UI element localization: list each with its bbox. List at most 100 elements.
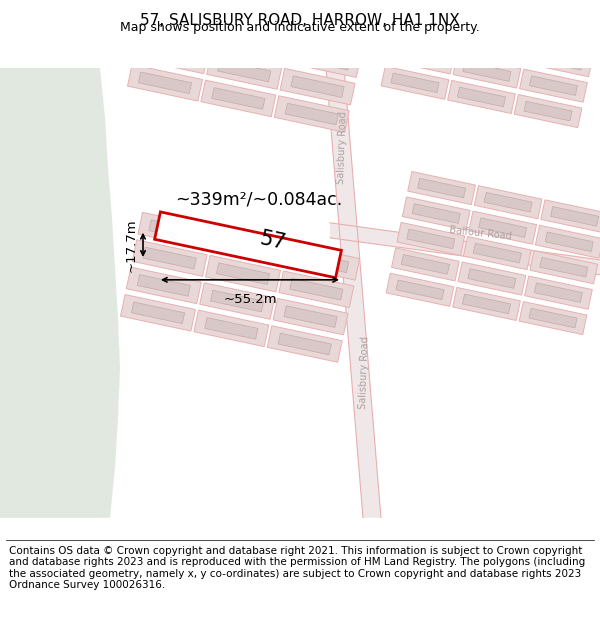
Polygon shape xyxy=(468,36,517,56)
Polygon shape xyxy=(330,222,600,275)
Polygon shape xyxy=(326,68,381,518)
Polygon shape xyxy=(132,240,207,276)
Text: ~55.2m: ~55.2m xyxy=(223,292,277,306)
Polygon shape xyxy=(291,76,344,98)
Polygon shape xyxy=(540,258,588,277)
Polygon shape xyxy=(524,276,592,309)
Polygon shape xyxy=(514,94,582,128)
Polygon shape xyxy=(397,48,445,67)
Polygon shape xyxy=(468,269,516,288)
Polygon shape xyxy=(520,69,587,102)
Text: Balfour Road: Balfour Road xyxy=(448,225,512,242)
Polygon shape xyxy=(223,33,277,54)
Polygon shape xyxy=(463,294,511,314)
Polygon shape xyxy=(530,251,598,284)
Polygon shape xyxy=(463,62,511,81)
Polygon shape xyxy=(121,294,196,331)
Polygon shape xyxy=(397,222,464,256)
Polygon shape xyxy=(535,225,600,258)
Polygon shape xyxy=(474,11,522,31)
Polygon shape xyxy=(530,18,598,51)
Polygon shape xyxy=(274,96,349,132)
Polygon shape xyxy=(396,280,444,299)
Polygon shape xyxy=(545,232,593,252)
Polygon shape xyxy=(535,51,583,70)
Text: Map shows position and indicative extent of the property.: Map shows position and indicative extent… xyxy=(120,21,480,34)
Polygon shape xyxy=(278,333,331,355)
Polygon shape xyxy=(453,55,521,88)
Polygon shape xyxy=(464,4,532,38)
Polygon shape xyxy=(279,271,354,308)
Polygon shape xyxy=(139,72,191,94)
Polygon shape xyxy=(407,0,455,16)
Polygon shape xyxy=(218,0,293,34)
Polygon shape xyxy=(524,101,572,121)
Polygon shape xyxy=(551,207,599,226)
Polygon shape xyxy=(308,0,362,15)
Polygon shape xyxy=(302,21,356,42)
Polygon shape xyxy=(150,18,203,39)
Polygon shape xyxy=(143,248,196,269)
Polygon shape xyxy=(479,218,527,238)
Polygon shape xyxy=(0,68,120,518)
Polygon shape xyxy=(149,220,202,241)
Polygon shape xyxy=(144,44,197,66)
Polygon shape xyxy=(292,14,367,50)
Polygon shape xyxy=(139,10,214,46)
Polygon shape xyxy=(519,301,587,334)
Polygon shape xyxy=(127,64,203,101)
Polygon shape xyxy=(297,48,350,70)
Text: 57: 57 xyxy=(258,228,288,253)
Polygon shape xyxy=(273,298,348,335)
Text: Salisbury Road: Salisbury Road xyxy=(358,336,371,409)
Polygon shape xyxy=(131,302,185,324)
Polygon shape xyxy=(296,251,349,272)
Polygon shape xyxy=(529,308,577,328)
Polygon shape xyxy=(401,254,449,274)
Polygon shape xyxy=(402,22,450,42)
Polygon shape xyxy=(267,326,342,362)
Polygon shape xyxy=(407,229,455,249)
Text: ~339m²/~0.084ac.: ~339m²/~0.084ac. xyxy=(175,191,342,209)
Polygon shape xyxy=(469,211,536,244)
Polygon shape xyxy=(381,66,449,99)
Polygon shape xyxy=(211,290,264,312)
Text: ~17.7m: ~17.7m xyxy=(125,218,138,272)
Polygon shape xyxy=(452,288,520,321)
Polygon shape xyxy=(458,262,526,295)
Polygon shape xyxy=(284,244,359,280)
Polygon shape xyxy=(229,6,283,27)
Polygon shape xyxy=(284,306,337,328)
Polygon shape xyxy=(290,278,343,300)
Polygon shape xyxy=(133,37,208,74)
Polygon shape xyxy=(212,88,265,109)
Polygon shape xyxy=(540,25,588,44)
Polygon shape xyxy=(408,171,475,204)
Polygon shape xyxy=(155,212,341,278)
Text: 57, SALISBURY ROAD, HARROW, HA1 1NX: 57, SALISBURY ROAD, HARROW, HA1 1NX xyxy=(140,13,460,28)
Polygon shape xyxy=(458,29,526,62)
Polygon shape xyxy=(127,267,202,304)
Polygon shape xyxy=(285,103,338,125)
Polygon shape xyxy=(474,186,542,219)
Polygon shape xyxy=(138,213,213,249)
Polygon shape xyxy=(535,283,583,302)
Polygon shape xyxy=(541,200,600,233)
Polygon shape xyxy=(218,60,271,82)
Polygon shape xyxy=(298,0,373,22)
Polygon shape xyxy=(418,178,466,198)
Polygon shape xyxy=(217,263,269,284)
Polygon shape xyxy=(222,236,275,257)
Polygon shape xyxy=(212,26,287,62)
Polygon shape xyxy=(397,0,465,23)
Polygon shape xyxy=(200,282,275,319)
Polygon shape xyxy=(201,80,276,117)
Polygon shape xyxy=(448,81,515,114)
Polygon shape xyxy=(386,273,454,306)
Polygon shape xyxy=(156,0,209,11)
Polygon shape xyxy=(386,41,454,74)
Polygon shape xyxy=(403,197,470,230)
Polygon shape xyxy=(392,248,459,281)
Text: Salisbury Road: Salisbury Road xyxy=(336,111,349,184)
Polygon shape xyxy=(206,256,281,292)
